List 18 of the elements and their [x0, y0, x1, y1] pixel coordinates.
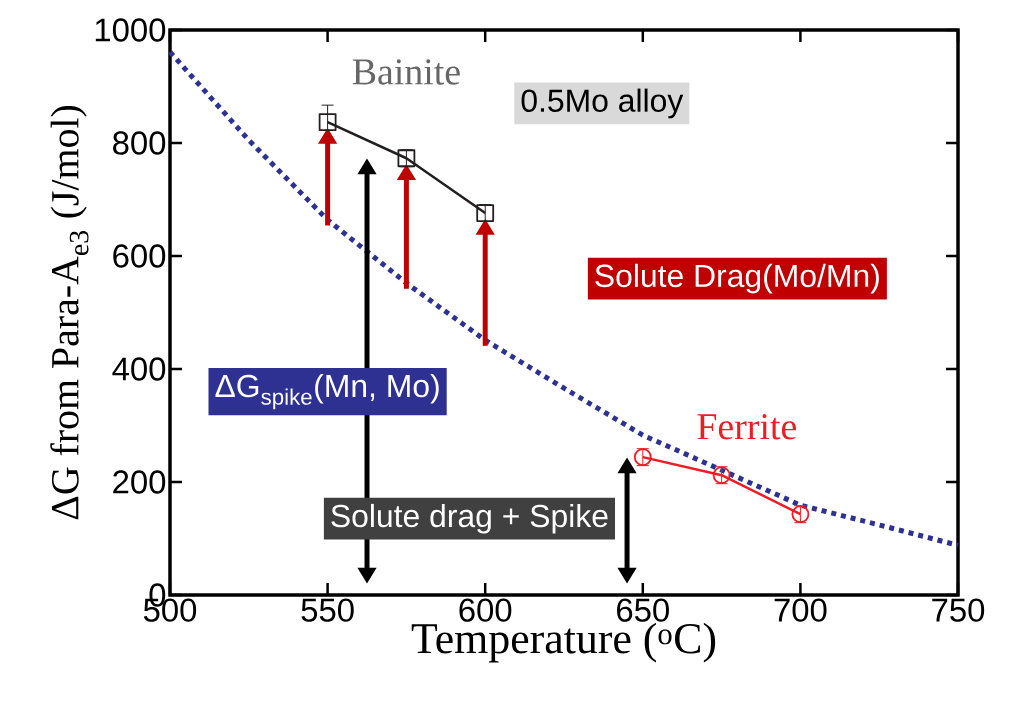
- series-label: Bainite: [352, 59, 460, 85]
- annotation: Solute drag + Spike: [331, 503, 608, 534]
- y-axis-title: ΔG from Para-A$_{e3}$ (J/mol): [50, 105, 89, 520]
- series-label: Ferrite: [697, 414, 796, 440]
- y-tick-label: 600: [113, 244, 166, 268]
- x-tick-label: 750: [932, 598, 985, 622]
- annotation: ΔG$_{spike}$(Mn, Mo): [215, 373, 439, 410]
- annotation: 0.5Mo alloy: [521, 88, 684, 119]
- annotation: Solute Drag(Mo/Mn): [595, 263, 879, 294]
- x-tick-label: 650: [617, 598, 669, 622]
- y-tick-label: 800: [113, 131, 166, 155]
- x-tick-label: 700: [774, 598, 827, 622]
- y-tick-label: 400: [112, 357, 166, 381]
- y-tick-label: 200: [113, 470, 166, 494]
- x-tick-label: 550: [301, 598, 354, 622]
- y-tick-label: 1000: [95, 18, 166, 42]
- x-tick-label: 600: [459, 598, 512, 622]
- x-axis-title: Temperature ($^{o}$C): [411, 622, 716, 663]
